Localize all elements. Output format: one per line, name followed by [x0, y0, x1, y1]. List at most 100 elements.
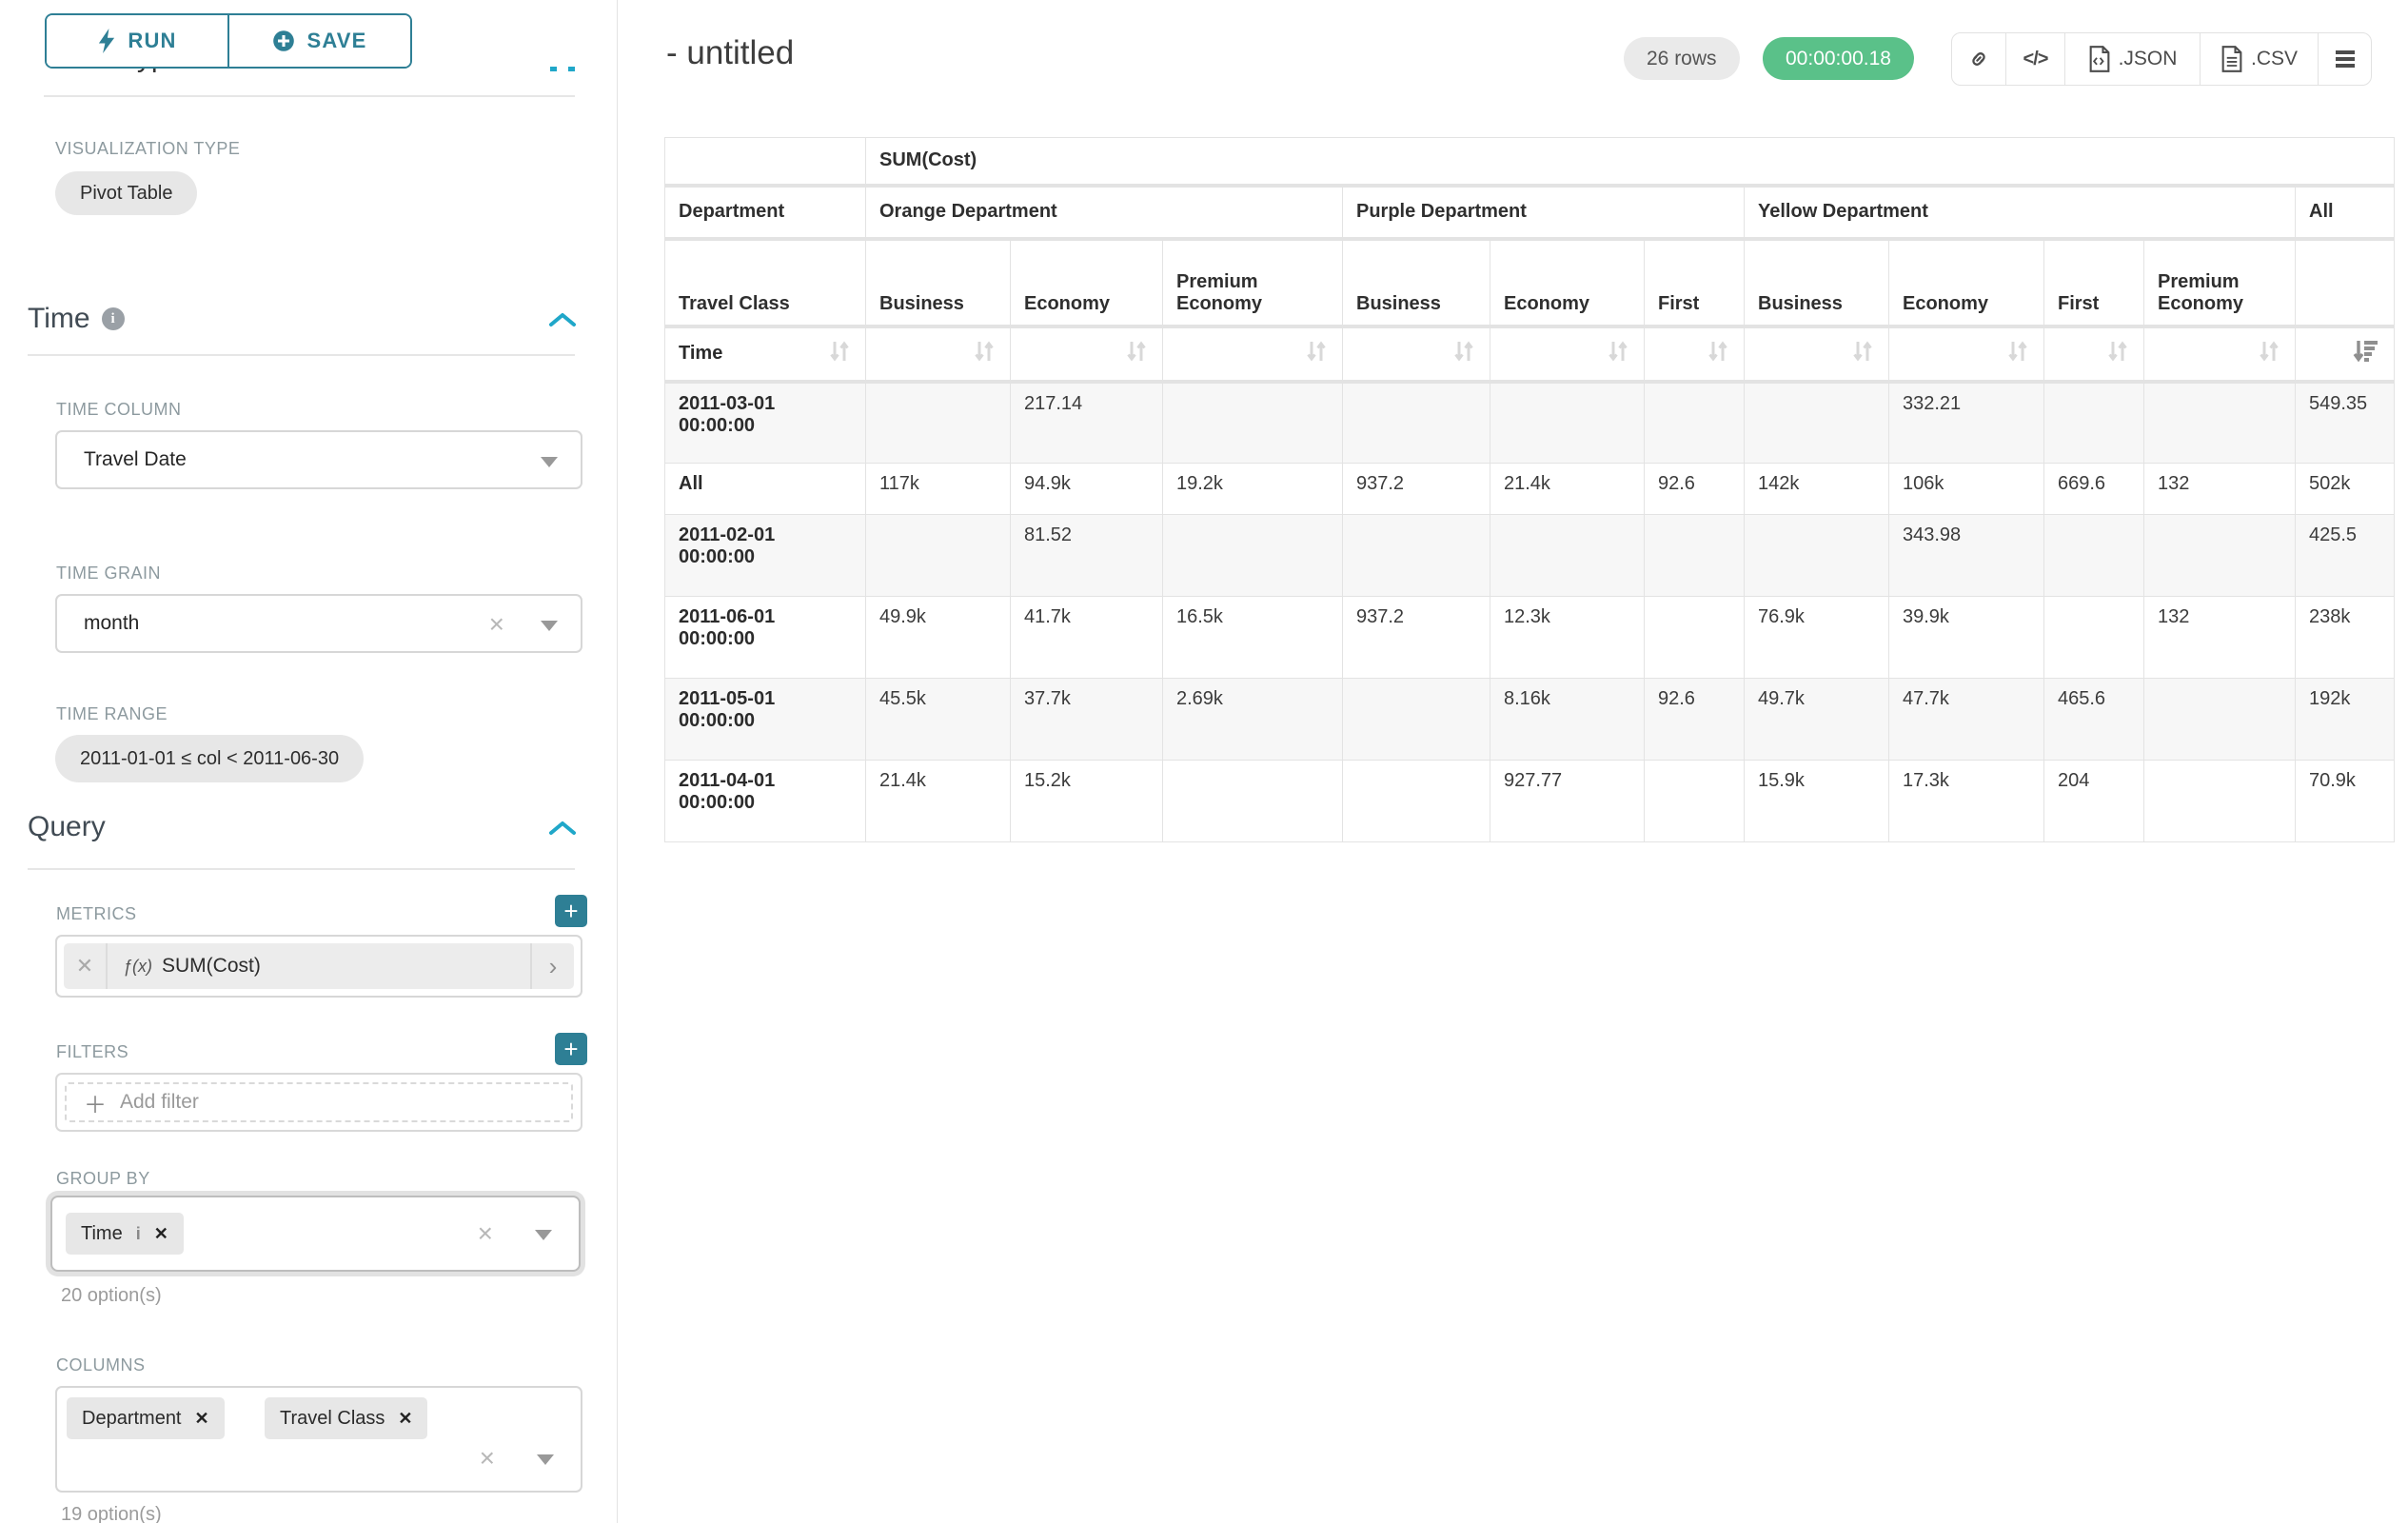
pivot-row-header: 2011-05-01 00:00:00 — [664, 678, 866, 761]
sort-icon — [2257, 338, 2281, 370]
metric-header: SUM(Cost) — [864, 137, 2396, 188]
control-panel-sidebar: Chart Type RUN SAVE VISUALIZATION TYPE P… — [0, 0, 618, 1523]
remove-chip-icon[interactable]: ✕ — [153, 1223, 168, 1243]
sort-column[interactable] — [1744, 326, 1889, 384]
sort-column[interactable] — [1644, 326, 1745, 384]
pivot-cell: 49.9k — [865, 596, 1011, 679]
pivot-cell: 465.6 — [2043, 678, 2144, 761]
clear-icon[interactable]: × — [477, 1218, 493, 1248]
remove-chip-icon[interactable]: ✕ — [194, 1408, 209, 1428]
pivot-cell: 47.7k — [1888, 678, 2044, 761]
export-csv-button[interactable]: .CSV — [2200, 33, 2318, 85]
col-group-header: Orange Department — [865, 185, 1343, 241]
time-grain-value: month — [84, 612, 140, 634]
columns-chip-label: Department — [82, 1407, 182, 1429]
pivot-cell — [1342, 678, 1490, 761]
sort-icon — [972, 338, 997, 370]
info-icon: i — [101, 307, 125, 330]
group-by-chip: Time i ✕ — [66, 1213, 184, 1255]
pivot-cell: 41.7k — [1010, 596, 1163, 679]
pivot-cell — [2043, 514, 2144, 597]
sort-column[interactable] — [1162, 326, 1343, 384]
columns-chip-label: Travel Class — [280, 1407, 385, 1429]
clear-icon[interactable]: × — [479, 1443, 495, 1473]
class-header — [2294, 238, 2396, 328]
time-range-value[interactable]: 2011-01-01 ≤ col < 2011-06-30 — [55, 735, 365, 782]
columns-chip: Travel Class ✕ — [265, 1397, 428, 1439]
pivot-cell: 425.5 — [2294, 514, 2396, 597]
remove-metric-icon[interactable]: ✕ — [64, 943, 108, 989]
visualization-type-label: VISUALIZATION TYPE — [55, 139, 241, 158]
pivot-cell: 19.2k — [1162, 463, 1343, 515]
pivot-cell: 937.2 — [1342, 463, 1490, 515]
sort-icon — [2005, 338, 2030, 370]
remove-chip-icon[interactable]: ✕ — [398, 1408, 413, 1428]
pivot-cell — [2043, 381, 2144, 464]
group-by-select[interactable]: Time i ✕ × — [50, 1196, 581, 1272]
chevron-up-icon — [568, 67, 575, 71]
chevron-right-icon[interactable]: › — [530, 943, 574, 989]
chevron-down-icon — [537, 1454, 554, 1465]
sort-column[interactable] — [2043, 326, 2144, 384]
chevron-down-icon — [541, 621, 558, 631]
pivot-cell: 332.21 — [1888, 381, 2044, 464]
collapse-time-section-icon[interactable] — [548, 312, 577, 327]
sort-column[interactable] — [2294, 326, 2396, 384]
time-grain-select[interactable]: month × — [55, 594, 582, 653]
time-section-heading: Time i — [28, 303, 125, 335]
sort-column[interactable] — [2143, 326, 2296, 384]
pivot-cell: 669.6 — [2043, 463, 2144, 515]
pivot-cell: 94.9k — [1010, 463, 1163, 515]
add-filter-button[interactable]: ＋ Add filter — [65, 1082, 573, 1122]
sort-column[interactable] — [1888, 326, 2044, 384]
metric-chip[interactable]: ✕ ƒ(x) SUM(Cost) › — [64, 943, 574, 989]
pivot-cell — [2143, 760, 2296, 842]
pivot-cell — [865, 514, 1011, 597]
sort-column[interactable] — [865, 326, 1011, 384]
run-button[interactable]: RUN — [47, 15, 227, 67]
pivot-cell: 106k — [1888, 463, 2044, 515]
sort-column[interactable] — [1342, 326, 1490, 384]
pivot-cell — [1644, 381, 1745, 464]
divider — [44, 95, 575, 97]
metrics-label: METRICS — [56, 904, 137, 923]
group-by-options-hint: 20 option(s) — [61, 1285, 162, 1306]
page-title: - untitled — [666, 34, 795, 71]
time-column-select[interactable]: Travel Date — [55, 430, 582, 489]
clear-icon[interactable]: × — [488, 609, 504, 639]
columns-chip: Department ✕ — [67, 1397, 225, 1439]
columns-select[interactable]: Department ✕ Travel Class ✕ × — [55, 1386, 582, 1493]
view-query-button[interactable]: </> — [2005, 33, 2064, 85]
pivot-cell: 132 — [2143, 596, 2296, 679]
divider — [28, 354, 575, 356]
save-button[interactable]: SAVE — [227, 15, 410, 67]
export-csv-label: .CSV — [2250, 48, 2298, 69]
pivot-cell: 502k — [2294, 463, 2396, 515]
sort-column[interactable] — [1490, 326, 1645, 384]
pivot-cell: 81.52 — [1010, 514, 1163, 597]
query-timer-badge: 00:00:00.18 — [1763, 37, 1914, 80]
time-range-label: TIME RANGE — [56, 704, 168, 723]
pivot-cell — [1490, 514, 1645, 597]
visualization-type-value[interactable]: Pivot Table — [55, 171, 198, 215]
pivot-table: SUM(Cost) Department Orange Department P… — [664, 137, 2396, 842]
time-grain-label: TIME GRAIN — [56, 564, 162, 583]
filters-container: ＋ Add filter — [55, 1073, 582, 1132]
share-link-button[interactable] — [1952, 33, 2005, 85]
more-options-button[interactable] — [2318, 33, 2371, 85]
sort-column[interactable] — [1010, 326, 1163, 384]
export-json-button[interactable]: .JSON — [2064, 33, 2200, 85]
sort-column-time[interactable]: Time — [664, 326, 866, 384]
travel-class-dim-label: Travel Class — [664, 238, 866, 328]
pivot-cell — [1744, 381, 1889, 464]
metrics-container: ✕ ƒ(x) SUM(Cost) › — [55, 935, 582, 998]
json-file-icon — [2089, 46, 2109, 72]
add-filter-plus-button[interactable]: + — [555, 1033, 587, 1065]
pivot-cell: 192k — [2294, 678, 2396, 761]
link-icon — [1972, 52, 1985, 66]
class-header: First — [2043, 238, 2144, 328]
add-metric-button[interactable]: + — [555, 895, 587, 927]
sort-desc-active-icon — [2352, 338, 2380, 370]
collapse-query-section-icon[interactable] — [548, 821, 577, 836]
query-section-title: Query — [28, 811, 106, 842]
